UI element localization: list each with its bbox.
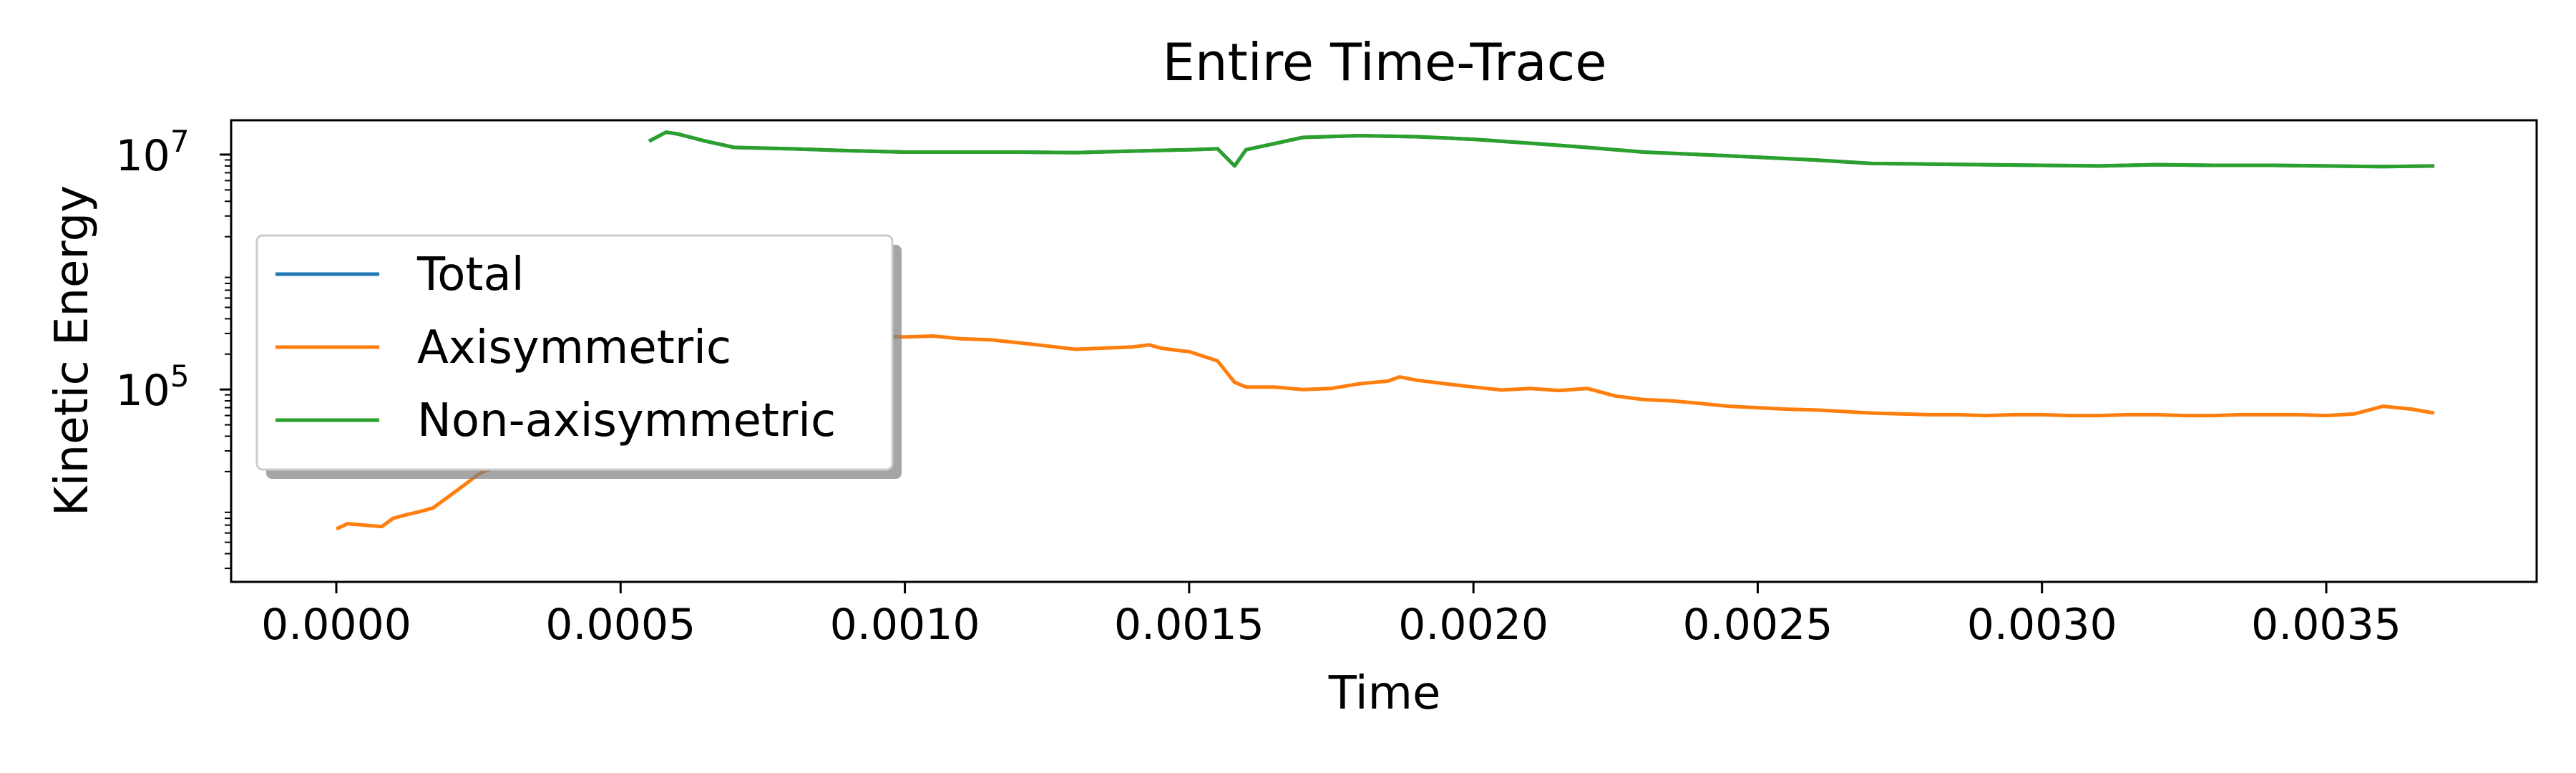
legend-label: Non-axisymmetric: [417, 394, 836, 447]
y-axis-ticks: 105 107: [115, 124, 231, 570]
x-tick-label: 0.0015: [1114, 600, 1264, 650]
series-line-2: [648, 130, 2435, 169]
y-tick-label: 105: [115, 359, 189, 416]
x-axis-ticks: 0.0000 0.0005 0.0010 0.0015 0.0020 0.0025 0.00…: [261, 582, 2401, 650]
legend-label: Total: [416, 248, 524, 301]
y-axis-label: Kinetic Energy: [46, 185, 99, 516]
x-tick-label: 0.0035: [2251, 600, 2401, 650]
legend-box: [255, 234, 894, 471]
y-tick-label: 107: [115, 124, 189, 181]
x-tick-label: 0.0030: [1967, 600, 2117, 650]
axes-frame: [230, 119, 2538, 583]
legend-items: Total Axisymmetric Non-axisymmetric: [275, 248, 836, 447]
x-tick-label: 0.0020: [1398, 600, 1548, 650]
x-tick-label: 0.0005: [545, 600, 696, 650]
chart-title: Entire Time-Trace: [1162, 32, 1606, 92]
series-line-0: [648, 130, 2435, 169]
x-tick-label: 0.0010: [830, 600, 980, 650]
x-axis-label: Time: [1328, 667, 1441, 720]
legend-label: Axisymmetric: [417, 321, 731, 374]
x-tick-label: 0.0025: [1682, 600, 1833, 650]
x-tick-label: 0.0000: [261, 600, 411, 650]
legend: Total Axisymmetric Non-axisymmetric: [255, 234, 902, 479]
